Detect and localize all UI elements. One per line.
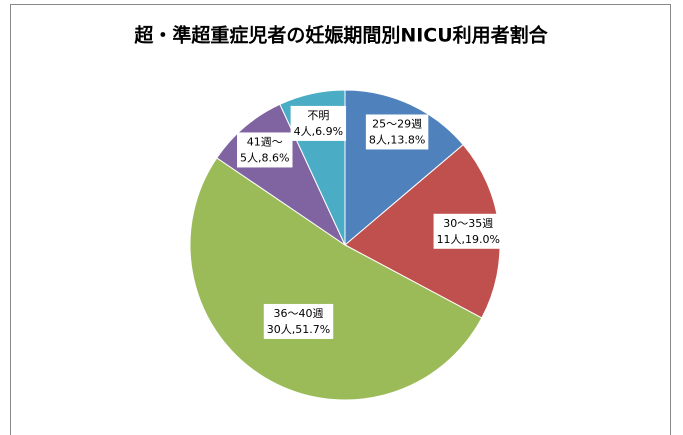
label-category: 30～35週	[443, 217, 493, 230]
label-box	[263, 303, 334, 339]
label-value: 30人,51.7%	[267, 323, 330, 336]
label-category: 不明	[307, 109, 329, 122]
pie-slice	[189, 157, 483, 401]
label-category: 36～40週	[274, 307, 324, 320]
label-box	[365, 114, 429, 150]
data-label: 30～35週 11人,19.0%	[433, 213, 504, 249]
label-box	[290, 105, 347, 141]
data-label: 41週～ 5人,8.6%	[237, 132, 293, 168]
chart-title: 超・準超重症児者の妊娠期間別NICU利用者割合	[133, 24, 548, 47]
label-value: 4人,6.9%	[294, 125, 343, 138]
label-value: 5人,8.6%	[240, 151, 289, 164]
data-label: 25～29週 8人,13.8%	[365, 114, 429, 150]
label-value: 8人,13.8%	[369, 133, 425, 146]
label-category: 41週～	[247, 135, 283, 148]
data-label: 36～40週 30人,51.7%	[263, 303, 334, 339]
label-value: 11人,19.0%	[437, 233, 500, 246]
label-category: 25～29週	[372, 117, 422, 130]
label-box	[237, 132, 293, 168]
data-label: 不明 4人,6.9%	[290, 105, 347, 141]
label-box	[433, 213, 504, 249]
